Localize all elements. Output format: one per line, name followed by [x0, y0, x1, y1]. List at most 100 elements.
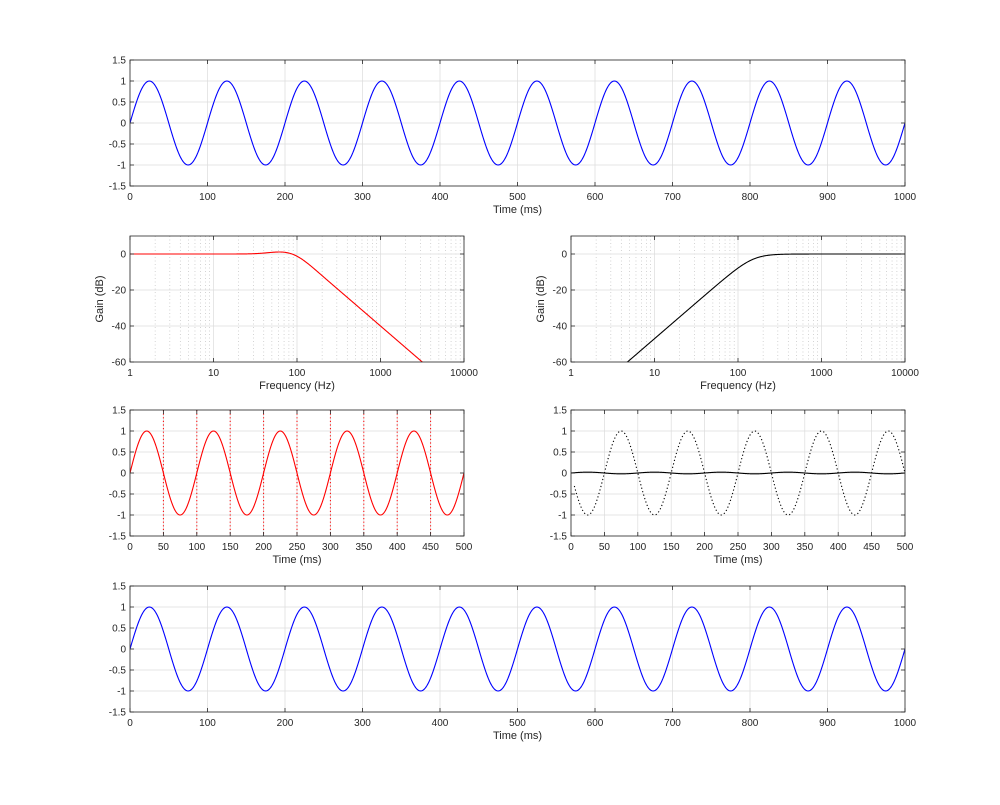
x-tick-label: 1000: [894, 718, 917, 729]
y-tick-label: 1.5: [112, 406, 126, 417]
y-tick-label: -0.5: [109, 140, 127, 151]
x-tick-label: 300: [763, 542, 780, 553]
panel-2-plot-area: [130, 251, 424, 362]
panel-1-plot-area: [130, 80, 905, 166]
panel-6-plot-area: [130, 606, 905, 692]
panel-3: 1 10 100 1000 10000 0 -20 -40 -60 Frequency (Hz) G…: [535, 235, 919, 392]
y-tick-label: 0: [120, 119, 126, 130]
x-tick-label: 0: [568, 542, 574, 553]
x-tick-label: 500: [897, 542, 914, 553]
series-line-1: [626, 253, 905, 362]
x-tick-label: 200: [255, 542, 272, 553]
x-tick-label: 350: [355, 542, 372, 553]
y-tick-label: -1: [117, 511, 126, 522]
x-tick-label: 10: [649, 368, 661, 379]
x-tick-label: 100: [289, 368, 306, 379]
y-tick-label: 1.5: [112, 582, 126, 593]
x-tick-label: 50: [599, 542, 611, 553]
series-line-1: [130, 606, 905, 692]
x-tick-label: 800: [742, 718, 759, 729]
x-tick-label: 0: [127, 192, 133, 203]
series-line-1: [573, 430, 905, 516]
x-axis-label: Time (ms): [493, 730, 542, 742]
x-tick-label: 10: [208, 368, 220, 379]
x-tick-label: 100: [629, 542, 646, 553]
y-tick-label: 1: [120, 603, 126, 614]
x-tick-label: 700: [664, 192, 681, 203]
y-tick-label: -0.5: [109, 490, 127, 501]
x-axis-label: Time (ms): [713, 554, 762, 566]
y-tick-label: -1: [117, 161, 126, 172]
x-tick-label: 100: [199, 192, 216, 203]
panel-5-plot-area: [571, 430, 905, 516]
x-axis-label: Frequency (Hz): [259, 380, 335, 392]
panel-6: 0 100 200 300 400 500 600 700 800 900 1000 1.5 1 0.5 0…: [109, 582, 917, 743]
x-tick-label: 450: [422, 542, 439, 553]
panel-1: 0 100 200 300 400 500 600 700 800 900 1000 1.5 1 0.5 0…: [109, 56, 917, 217]
y-axis-label: Gain (dB): [94, 275, 106, 322]
y-tick-label: 1: [120, 427, 126, 438]
x-tick-label: 700: [664, 718, 681, 729]
x-tick-label: 400: [432, 192, 449, 203]
x-tick-label: 300: [354, 718, 371, 729]
x-tick-label: 900: [819, 718, 836, 729]
series-line-2: [571, 471, 905, 475]
x-tick-label: 400: [389, 542, 406, 553]
y-tick-label: 0: [120, 250, 126, 261]
y-tick-label: -0.5: [550, 490, 568, 501]
y-tick-label: 0: [561, 469, 567, 480]
y-tick-label: 0.5: [112, 448, 126, 459]
x-tick-label: 150: [663, 542, 680, 553]
x-tick-label: 900: [819, 192, 836, 203]
x-axis-label: Frequency (Hz): [700, 380, 776, 392]
y-tick-label: 1.5: [553, 406, 567, 417]
panel-5: 0 50 100 150 200 250 300 350 400 450 500 1.5 1 0.5 0 -0…: [550, 406, 914, 567]
y-tick-label: 0: [120, 469, 126, 480]
x-tick-label: 500: [456, 542, 473, 553]
panel-4-plot-area: [130, 430, 464, 516]
x-tick-label: 200: [277, 192, 294, 203]
x-tick-label: 500: [509, 718, 526, 729]
x-tick-label: 0: [127, 542, 133, 553]
x-tick-label: 1: [568, 368, 574, 379]
y-tick-label: -60: [112, 358, 127, 369]
x-tick-label: 450: [863, 542, 880, 553]
panel-4: 0 50 100 150 200 250 300 350 400 450 500 1.5 1 0.5 0 -0…: [109, 406, 473, 567]
x-tick-label: 400: [432, 718, 449, 729]
y-tick-label: -1.5: [109, 182, 127, 193]
x-tick-label: 350: [796, 542, 813, 553]
y-tick-label: 0.5: [112, 624, 126, 635]
panel-3-plot-area: [626, 253, 905, 362]
x-tick-label: 100: [199, 718, 216, 729]
y-tick-label: 1: [561, 427, 567, 438]
x-tick-label: 500: [509, 192, 526, 203]
y-tick-label: -1: [558, 511, 567, 522]
y-tick-label: -1: [117, 687, 126, 698]
x-tick-label: 1000: [810, 368, 833, 379]
series-line-1: [130, 430, 464, 516]
x-tick-label: 600: [587, 192, 604, 203]
x-tick-label: 600: [587, 718, 604, 729]
x-tick-label: 300: [354, 192, 371, 203]
x-tick-label: 100: [188, 542, 205, 553]
x-tick-label: 250: [730, 542, 747, 553]
y-tick-label: 1: [120, 77, 126, 88]
x-tick-label: 10000: [450, 368, 478, 379]
series-line-1: [130, 80, 905, 166]
y-tick-label: -40: [553, 322, 568, 333]
x-axis-label: Time (ms): [493, 204, 542, 216]
x-tick-label: 300: [322, 542, 339, 553]
x-tick-label: 1: [127, 368, 133, 379]
x-tick-label: 10000: [891, 368, 919, 379]
x-tick-label: 0: [127, 718, 133, 729]
x-tick-label: 800: [742, 192, 759, 203]
x-axis-label: Time (ms): [272, 554, 321, 566]
x-tick-label: 150: [222, 542, 239, 553]
y-axis-label: Gain (dB): [535, 275, 547, 322]
y-tick-label: -60: [553, 358, 568, 369]
x-tick-label: 250: [289, 542, 306, 553]
x-tick-label: 1000: [894, 192, 917, 203]
panel-2: 1 10 100 1000 10000 0 -20 -40 -60 Frequency (Hz) G…: [94, 235, 478, 392]
